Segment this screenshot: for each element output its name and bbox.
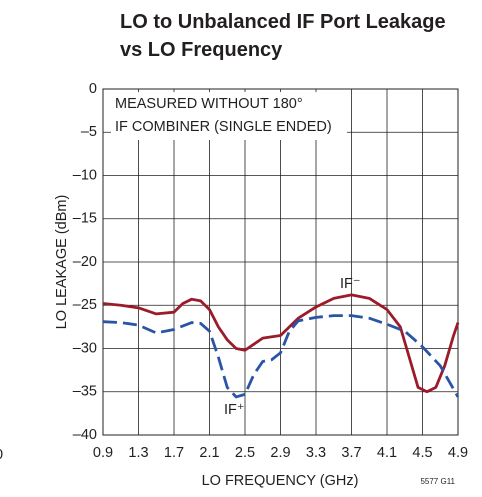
x-tick-label: 3.3: [306, 445, 326, 461]
y-tick-label: –5: [81, 124, 97, 140]
figure-code: 5577 G11: [420, 477, 455, 486]
line-series: [102, 293, 460, 394]
x-tick-label: 1.7: [164, 445, 184, 461]
annotation-box: [111, 92, 347, 140]
x-tick-label: 4.9: [448, 445, 468, 461]
series-label: IF⁺: [224, 402, 245, 418]
x-axis-label: LO FREQUENCY (GHz): [202, 473, 359, 489]
y-tick-label: –25: [73, 297, 97, 313]
x-tick-label: 3.7: [341, 445, 361, 461]
y-tick-label: –15: [73, 211, 97, 227]
y-tick-label: 0: [89, 81, 97, 97]
x-tick-label: 2.9: [270, 445, 290, 461]
x-tick-label: 2.1: [199, 445, 219, 461]
chart-title: LO to Unbalanced IF Port Leakage: [120, 11, 446, 33]
series-label: IF⁻: [340, 276, 361, 292]
y-tick-label: –20: [73, 254, 97, 270]
x-tick-label: 1.3: [128, 445, 148, 461]
annotation: IF COMBINER (SINGLE ENDED): [115, 119, 332, 135]
x-tick-label: 4.5: [412, 445, 432, 461]
y-axis-label: LO LEAKAGE (dBm): [54, 195, 70, 330]
y-tick-label: –10: [73, 167, 97, 183]
x-tick-label: 2.5: [235, 445, 255, 461]
x-tick-label: 0.9: [93, 445, 113, 461]
chart-title: vs LO Frequency: [120, 39, 283, 61]
stray-text: 0: [0, 447, 3, 463]
line-series: [102, 314, 460, 399]
y-tick-label: –40: [73, 427, 97, 443]
annotation: MEASURED WITHOUT 180°: [115, 96, 303, 112]
plot-frame: [102, 88, 459, 436]
y-tick-label: –35: [73, 384, 97, 400]
x-tick-label: 4.1: [377, 445, 397, 461]
y-tick-label: –30: [73, 340, 97, 356]
